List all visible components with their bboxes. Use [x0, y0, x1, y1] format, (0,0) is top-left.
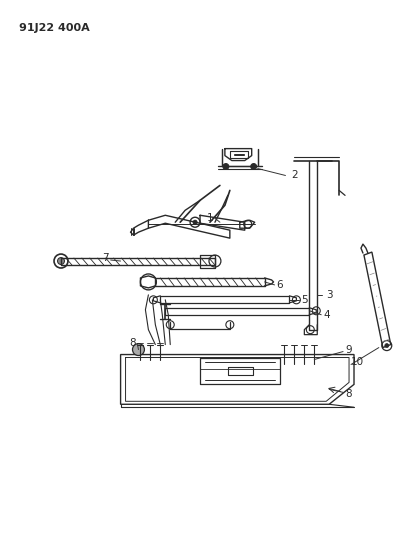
Text: 1: 1	[206, 213, 213, 223]
Text: 8: 8	[129, 337, 135, 348]
Text: 2: 2	[290, 171, 297, 181]
Text: 91J22 400A: 91J22 400A	[19, 23, 90, 33]
Text: 8: 8	[345, 389, 351, 399]
Circle shape	[57, 257, 64, 264]
Text: 10: 10	[349, 358, 363, 367]
Text: 6: 6	[275, 280, 282, 290]
Text: 5: 5	[300, 295, 307, 305]
Text: 3: 3	[325, 290, 332, 300]
Circle shape	[192, 220, 197, 224]
Circle shape	[250, 164, 256, 169]
Circle shape	[222, 164, 228, 169]
Circle shape	[384, 344, 388, 348]
Text: 4: 4	[323, 310, 330, 320]
Circle shape	[132, 344, 144, 356]
Text: 9: 9	[345, 344, 351, 354]
Text: 7: 7	[102, 253, 109, 263]
